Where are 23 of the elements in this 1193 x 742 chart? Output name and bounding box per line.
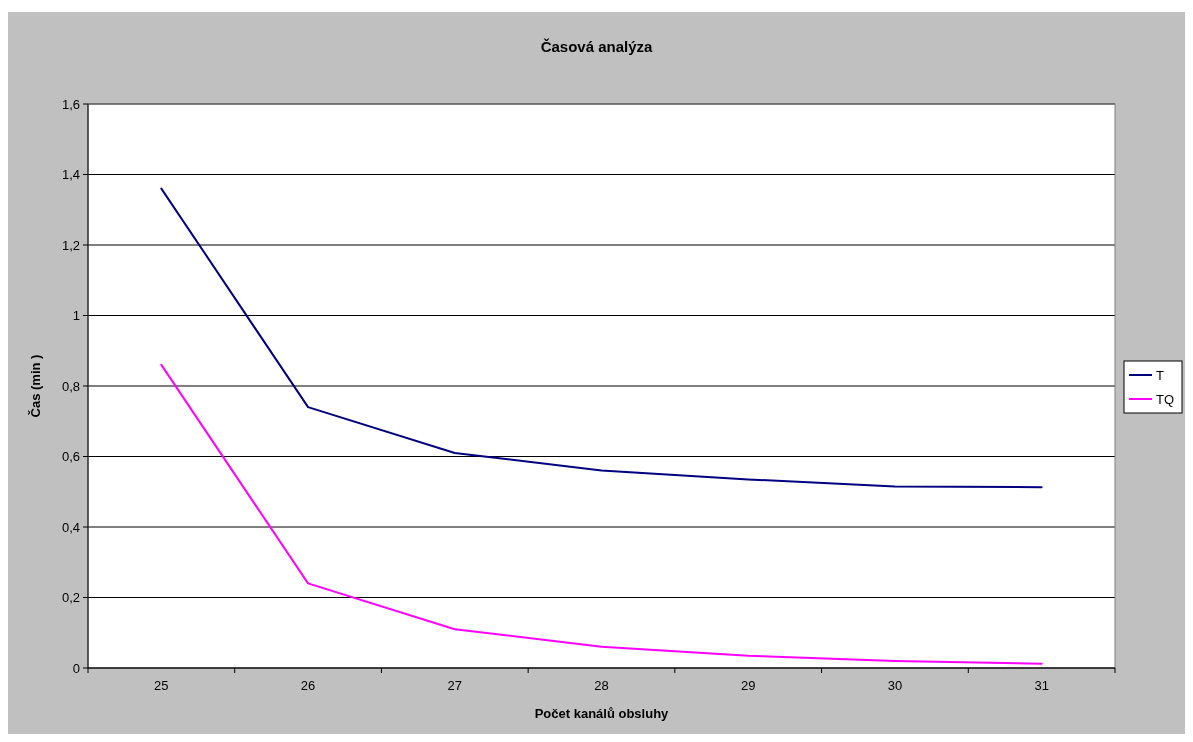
x-tick-label: 28 [594,678,609,693]
x-tick-label: 27 [447,678,463,693]
chart-title: Časová analýza [540,38,654,55]
y-tick-label: 1 [72,308,80,324]
y-tick-label: 0,6 [61,449,80,465]
legend-label: TQ [1156,391,1175,407]
y-axis-title: Čas (min ) [28,354,43,418]
y-tick-label: 0,4 [61,519,80,535]
x-tick-label: 30 [887,678,903,693]
line-series [160,363,1043,665]
x-tick-label: 31 [1034,678,1049,693]
y-tick-label: 0,2 [61,590,80,606]
x-axis-title: Počet kanálů obsluhy [534,706,670,721]
line-series [160,187,1043,489]
legend-label: T [1156,367,1164,383]
x-tick-label: 29 [740,678,756,693]
x-tick-label: 26 [300,678,316,693]
y-tick-label: 0 [72,660,80,676]
y-tick-label: 1,6 [61,96,80,112]
y-tick-label: 1,2 [61,237,80,253]
y-tick-label: 1,4 [61,167,80,183]
x-tick-label: 25 [154,678,169,693]
y-tick-label: 0,8 [61,378,80,394]
